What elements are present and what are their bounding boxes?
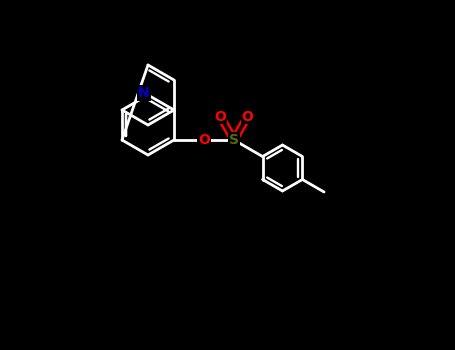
Text: O: O	[215, 110, 227, 124]
Text: N: N	[138, 86, 150, 100]
Text: O: O	[242, 110, 253, 124]
Text: S: S	[229, 133, 239, 147]
Text: O: O	[198, 133, 210, 147]
